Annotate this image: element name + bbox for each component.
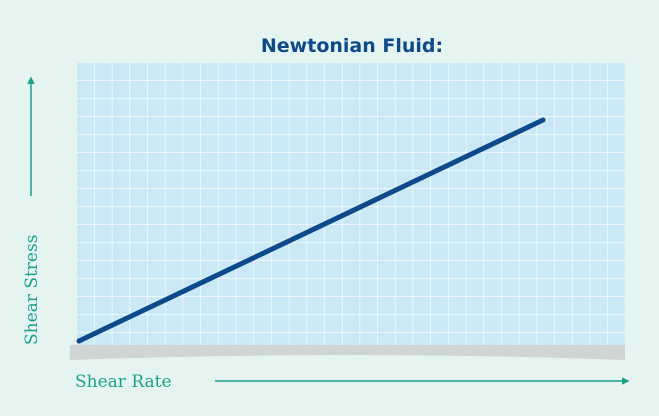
x-axis-label: Shear Rate: [75, 372, 172, 392]
y-axis-label: Shear Stress: [22, 235, 42, 345]
flow-line: [76, 117, 546, 344]
title: Newtonian Fluid:: [261, 35, 443, 57]
